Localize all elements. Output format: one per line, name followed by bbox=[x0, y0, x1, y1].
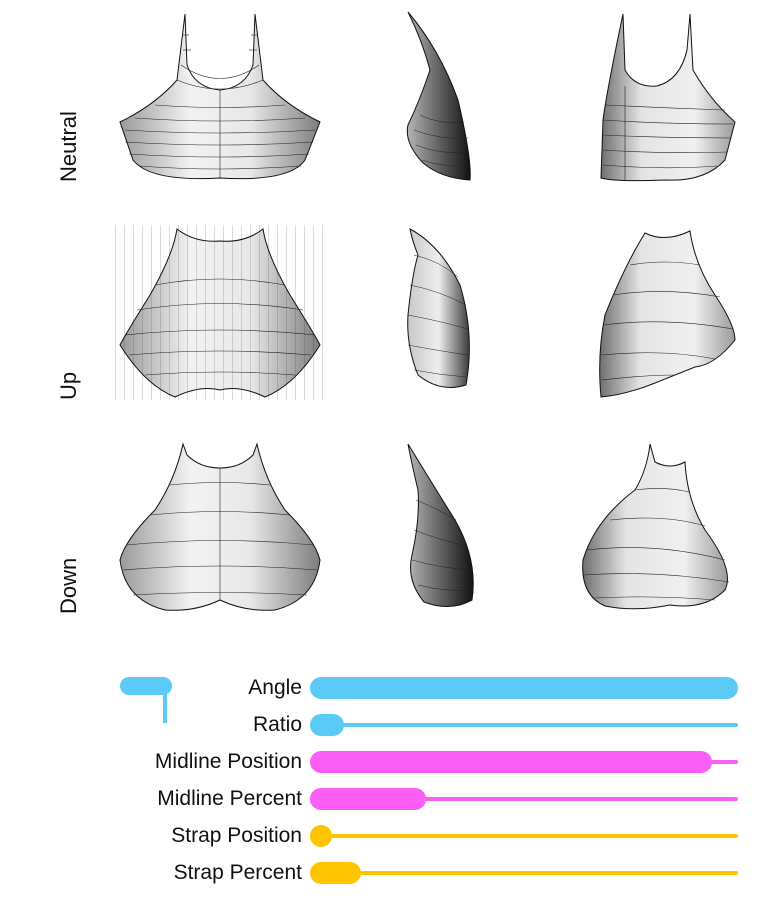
angle-label: Angle bbox=[248, 676, 302, 699]
ratio-label: Ratio bbox=[252, 713, 302, 736]
strap-position-track[interactable] bbox=[310, 834, 738, 838]
angle-ratio-icon bbox=[120, 677, 172, 723]
strap-percent-fill[interactable] bbox=[310, 862, 361, 884]
down-three-quarter-mesh bbox=[582, 443, 730, 610]
up-three-quarter-mesh bbox=[599, 230, 736, 398]
strap-position-fill[interactable] bbox=[310, 825, 332, 847]
parameter-sliders: Angle Ratio Midline Position Midline Percen… bbox=[0, 665, 767, 905]
ratio-track[interactable] bbox=[310, 723, 738, 727]
midline-position-label: Midline Position bbox=[154, 750, 302, 773]
midline-percent-label: Midline Percent bbox=[157, 787, 302, 810]
down-front-mesh bbox=[119, 442, 321, 611]
neutral-three-quarter-mesh bbox=[600, 13, 736, 182]
up-front-mesh bbox=[115, 225, 325, 400]
row-label-neutral: Neutral bbox=[56, 111, 81, 182]
midline-percent-fill[interactable] bbox=[310, 788, 426, 810]
strap-position-label: Strap Position bbox=[171, 824, 302, 847]
down-side-mesh bbox=[407, 443, 474, 607]
strap-percent-track[interactable] bbox=[310, 871, 738, 875]
ratio-fill[interactable] bbox=[310, 714, 344, 736]
neutral-side-mesh bbox=[406, 11, 471, 181]
up-side-mesh bbox=[407, 228, 470, 388]
strap-percent-label: Strap Percent bbox=[173, 861, 302, 884]
angle-fill[interactable] bbox=[310, 677, 738, 699]
row-label-down: Down bbox=[56, 557, 81, 614]
midline-percent-track[interactable] bbox=[310, 797, 738, 801]
neutral-front-mesh bbox=[119, 13, 321, 180]
midline-position-fill[interactable] bbox=[310, 751, 712, 773]
row-label-up: Up bbox=[56, 371, 81, 400]
